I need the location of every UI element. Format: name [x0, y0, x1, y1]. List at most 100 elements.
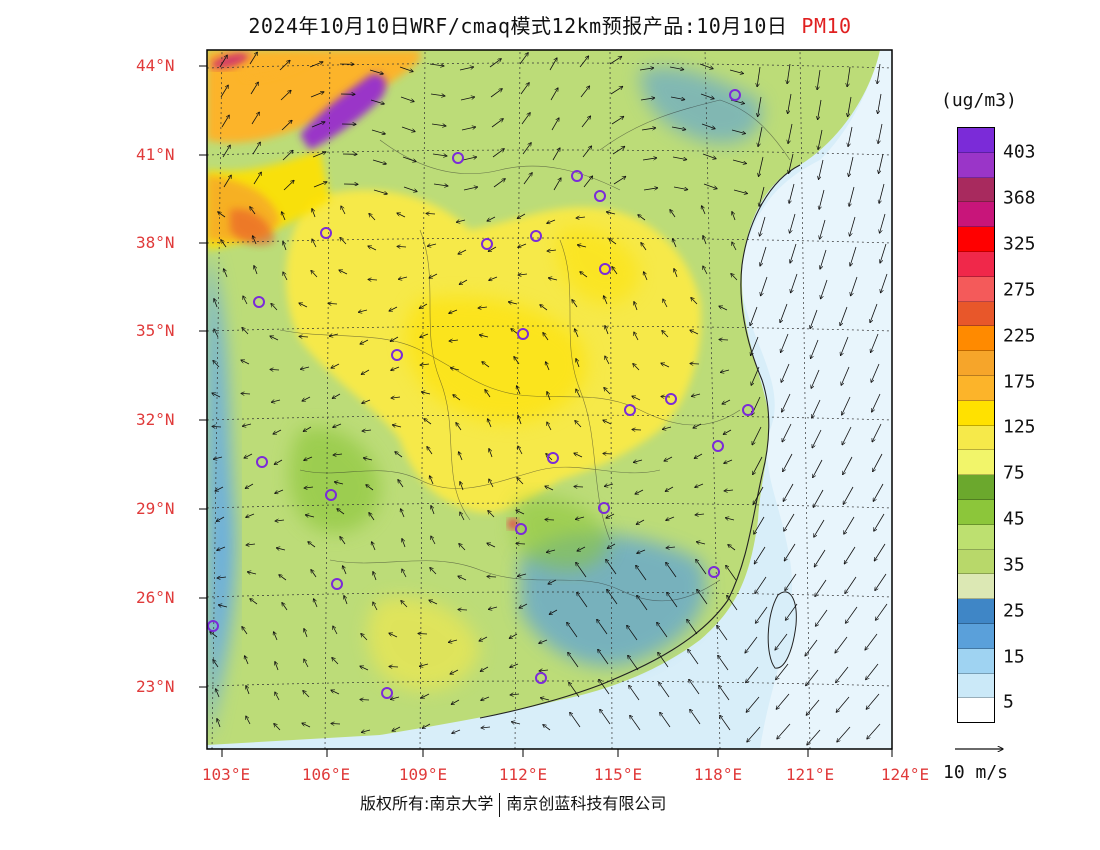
lat-label-44n: 44°N — [136, 56, 175, 75]
station-marker — [712, 440, 724, 452]
wind-arrow — [217, 719, 221, 728]
color-bar-segment — [958, 623, 994, 649]
wind-arrow — [549, 58, 557, 71]
lat-label-41n: 41°N — [136, 145, 175, 164]
wind-arrow — [630, 715, 641, 731]
wind-arrow — [785, 603, 798, 620]
wind-arrow — [842, 426, 852, 445]
wind-arrow — [518, 416, 522, 425]
wind-arrow — [242, 627, 248, 635]
wind-arrow — [304, 629, 308, 638]
wind-arrow — [879, 183, 885, 203]
wind-arrow — [459, 67, 474, 71]
wind-arrow — [271, 303, 278, 311]
wind-arrow — [866, 693, 880, 709]
wind-arrow — [419, 664, 429, 666]
title-species: PM10 — [801, 14, 852, 38]
wind-arrow — [304, 659, 309, 668]
wind-arrow — [333, 626, 338, 635]
wind-arrow — [610, 86, 623, 95]
wind-arrow — [606, 559, 617, 575]
wind-arrow — [666, 516, 675, 520]
wind-arrow — [609, 56, 622, 65]
wind-arrow — [575, 421, 582, 428]
wind-arrow — [872, 393, 881, 412]
wind-arrow — [369, 213, 376, 221]
wind-arrow — [304, 487, 314, 488]
wind-arrow — [577, 245, 587, 247]
wind-arrow — [391, 397, 401, 398]
wind-arrow — [607, 589, 618, 605]
wind-arrow — [731, 274, 738, 281]
lon-label-124e: 124°E — [880, 765, 930, 784]
wind-arrow — [312, 239, 317, 248]
wind-arrow — [815, 609, 828, 626]
lon-label-112e: 112°E — [498, 765, 548, 784]
station-marker — [599, 263, 611, 275]
legend-label-125: 125 — [1003, 416, 1036, 438]
wind-arrow — [570, 712, 581, 728]
wind-arrow — [787, 63, 791, 84]
wind-arrow — [358, 310, 368, 312]
lon-label-118e: 118°E — [693, 765, 743, 784]
wind-arrow — [733, 189, 748, 194]
wind-arrow — [431, 506, 435, 515]
wind-arrow — [224, 269, 228, 278]
wind-arrow — [274, 632, 278, 641]
wind-arrow — [597, 619, 608, 635]
wind-arrow — [836, 696, 850, 712]
wind-arrow — [812, 399, 821, 418]
wind-arrow — [246, 513, 255, 517]
wind-arrow — [761, 276, 768, 296]
color-bar-segment — [958, 202, 994, 228]
wind-arrow — [874, 513, 885, 531]
color-bar-segment — [958, 351, 994, 376]
wind-arrow — [397, 246, 407, 247]
wind-arrow — [851, 276, 858, 296]
color-bar-segment — [958, 698, 994, 723]
wind-arrow — [518, 243, 527, 247]
wind-arrow — [461, 127, 476, 131]
wind-arrow — [492, 149, 504, 158]
station-marker — [535, 672, 547, 684]
wind-arrow — [401, 509, 405, 518]
wind-arrow — [878, 93, 882, 114]
wind-arrow — [790, 213, 796, 233]
wind-arrow — [340, 537, 346, 545]
wind-arrow — [847, 66, 851, 87]
wind-arrow — [343, 566, 347, 575]
wind-arrow — [820, 219, 826, 239]
station-marker — [481, 238, 493, 250]
wind-arrow — [421, 693, 430, 698]
wind-arrow — [449, 309, 458, 313]
wind-arrow — [672, 156, 687, 160]
station-marker — [381, 687, 393, 699]
wind-arrow — [431, 536, 436, 545]
wind-arrow — [842, 396, 851, 415]
wind-arrow — [305, 515, 315, 517]
wind-arrow — [606, 513, 615, 518]
wind-arrow — [636, 519, 645, 524]
wind-arrow — [247, 572, 257, 574]
wind-arrow — [249, 52, 257, 65]
wind-arrow — [213, 360, 220, 368]
wind-arrow — [805, 639, 818, 656]
wind-arrow — [332, 658, 339, 665]
wind-arrow — [493, 179, 505, 188]
wind-arrow — [720, 370, 730, 372]
wind-arrow — [245, 656, 249, 665]
wind-arrow — [788, 93, 792, 114]
wind-arrow — [666, 562, 677, 578]
wind-arrow — [511, 722, 521, 724]
wind-arrow — [432, 154, 447, 156]
wind-arrow — [820, 249, 827, 269]
wind-arrow — [369, 69, 383, 74]
wind-arrow — [402, 569, 407, 578]
wind-arrow — [872, 423, 882, 442]
color-bar-segment — [958, 375, 994, 401]
wind-arrow — [246, 686, 250, 695]
wind-arrow — [753, 486, 764, 504]
wind-arrow — [660, 712, 671, 728]
wind-arrow — [275, 489, 284, 493]
wind-arrow — [539, 639, 548, 643]
